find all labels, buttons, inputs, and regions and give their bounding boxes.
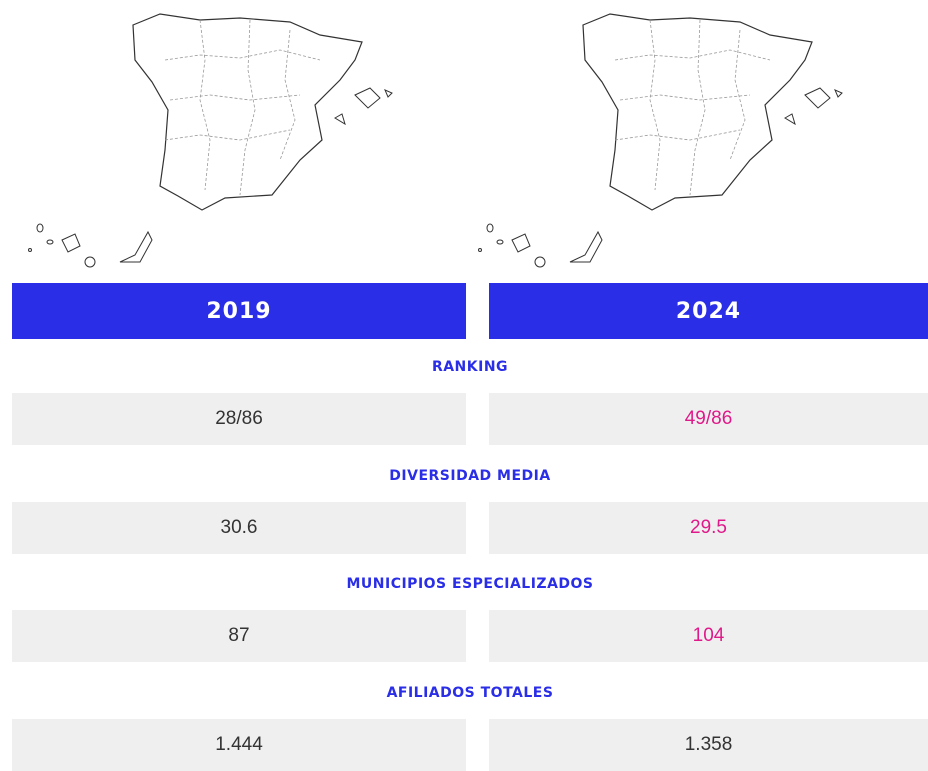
section-label: DIVERSIDAD MEDIA — [389, 467, 551, 484]
value-cell: 87 — [12, 610, 466, 662]
map-2019 — [27, 13, 393, 268]
value-cell: 49/86 — [489, 393, 928, 445]
year-header: 2024 — [489, 283, 928, 339]
section-label: RANKING — [431, 359, 509, 375]
value-cell: 104 — [489, 610, 928, 662]
value-cell: 29.5 — [489, 501, 928, 554]
value-cell: 28/86 — [12, 393, 466, 445]
section-label: MUNICIPIOS ESPECIALIZADOS — [346, 576, 594, 592]
value-cell: 1.444 — [12, 718, 466, 771]
map-2024 — [477, 13, 843, 268]
value-cell: 1.358 — [489, 718, 928, 771]
year-header: 2019 — [12, 283, 466, 339]
maps — [27, 13, 843, 268]
value-cell: 30.6 — [12, 501, 466, 554]
section-label: AFILIADOS TOTALES — [386, 684, 554, 701]
